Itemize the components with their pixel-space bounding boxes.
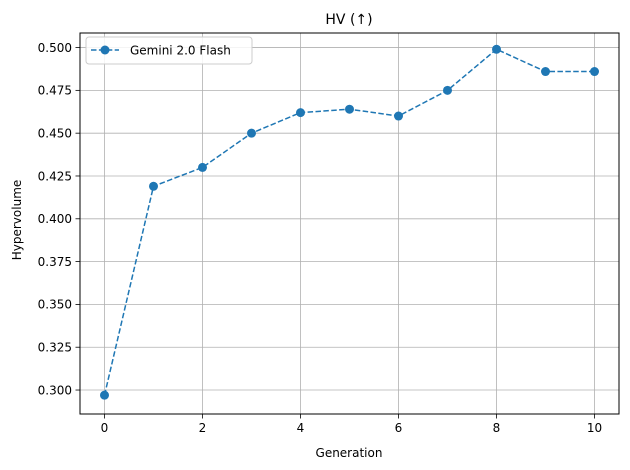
data-point [443,85,452,95]
data-point [492,44,501,54]
legend-label: Gemini 2.0 Flash [130,44,231,58]
plot-frame [79,32,620,415]
y-tick-label: 0.375 [38,255,72,269]
x-tick-label: 0 [101,421,109,435]
data-point [590,67,599,77]
data-point [149,181,158,191]
y-axis: 0.300 0.325 0.350 0.375 0.400 0.425 0.450 0.475… [38,41,80,397]
y-tick-label: 0.350 [38,298,72,312]
y-tick-label: 0.475 [38,84,72,98]
data-point [198,162,207,172]
y-tick-label: 0.500 [38,41,72,55]
chart-title: HV (↑) [325,12,372,28]
data-point [541,67,550,77]
data-point [296,108,305,118]
x-tick-label: 10 [587,421,602,435]
data-point [345,104,354,114]
y-tick-label: 0.425 [38,169,72,183]
grid [80,33,619,414]
legend: Gemini 2.0 Flash [85,36,253,65]
series-line [103,48,595,396]
legend-marker-sample [100,45,110,55]
data-point [247,128,256,138]
y-tick-label: 0.400 [38,212,72,226]
series-layer [100,44,599,400]
x-tick-label: 8 [493,421,501,435]
y-axis-label: Hypervolume [10,180,24,261]
x-axis-label: Generation [316,446,383,460]
y-tick-label: 0.325 [38,341,72,355]
x-tick-label: 6 [395,421,403,435]
x-tick-label: 2 [199,421,207,435]
y-tick-label: 0.450 [38,126,72,140]
data-point [100,390,109,400]
legend-box [85,36,253,65]
data-point [394,111,403,121]
x-axis: 0 2 4 6 8 10 [101,414,602,435]
y-tick-label: 0.300 [38,383,72,397]
x-tick-label: 4 [297,421,305,435]
